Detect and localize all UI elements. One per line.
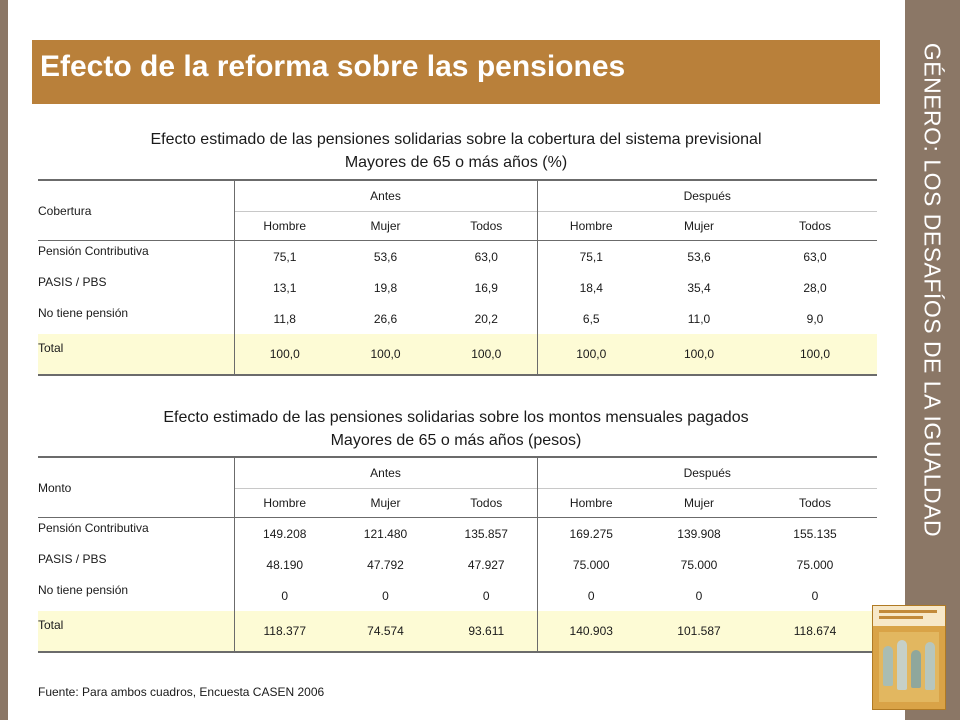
cell-value: 75,1 [536,240,645,272]
cell-value: 0 [811,588,819,603]
cell-value: 121.480 [363,526,408,541]
table1-group-despues: Después [536,179,877,212]
cell-value: 0 [695,588,703,603]
book-cover-image [872,605,946,710]
book-cover-title-strip [873,606,945,626]
source-note: Fuente: Para ambos cuadros, Encuesta CAS… [38,685,325,699]
cell-value: 28,0 [803,280,827,295]
row-label: PASIS / PBS [38,275,107,289]
cell-value: 169.275 [536,517,645,549]
cell-value: 74.574 [335,611,436,653]
table2-group-antes: Antes [233,456,537,489]
cell-value: 13,1 [233,272,335,303]
cell-value: 118.674 [753,611,877,653]
cell-value: 9,0 [806,311,824,326]
cell-value: 0 [536,580,645,611]
cell-value: 47.927 [467,557,505,572]
table2-sub-header: Mujer [335,488,436,518]
table1-row-header: Cobertura [38,179,234,241]
table1-group-antes: Antes [233,179,537,212]
cell-value: 0 [382,588,389,603]
cell-value: 100,0 [233,334,335,376]
table1-sub-header: Todos [753,211,877,241]
right-side-panel [905,0,960,720]
table2-sub-header: Hombre [233,488,335,518]
table2-caption-line2: Mayores de 65 o más años (pesos) [330,432,582,449]
cell-value: 18,4 [536,272,645,303]
cell-value: 135.857 [464,526,508,541]
table1-sub-header: Mujer [335,211,436,241]
cell-value: 140.903 [536,611,645,653]
cell-value: 75,1 [233,240,335,272]
cell-value: 48.190 [233,549,335,580]
cell-value: 100,0 [335,334,436,376]
title-bar: Efecto de la reforma sobre las pensiones [32,40,880,104]
cell-value: 149.208 [233,517,335,549]
row-label: Total [38,611,234,653]
cell-value: 75.000 [796,557,834,572]
table-row: PASIS / PBS 13,1 19,8 16,9 18,4 35,4 28,… [38,272,877,303]
total-row: Total 118.377 74.574 93.611 140.903 101.… [38,611,877,653]
cell-value: 47.792 [367,557,404,572]
table2-sub-header: Todos [436,488,537,518]
cell-value: 63,0 [474,249,498,264]
table1-sub-header: Hombre [233,211,335,241]
table2-row-header: Monto [38,456,234,518]
table2-caption: Efecto estimado de las pensiones solidar… [32,406,880,452]
table2-sub-header: Todos [753,488,877,518]
cell-value: 11,8 [233,303,335,334]
table-row: PASIS / PBS 48.190 47.792 47.927 75.000 … [38,549,877,580]
table1-caption: Efecto estimado de las pensiones solidar… [32,128,880,174]
book-cover-illustration [879,632,939,702]
cell-value: 118.377 [233,611,335,653]
row-label: Pensión Contributiva [38,244,149,258]
cell-value: 53,6 [373,249,398,264]
slide-title: Efecto de la reforma sobre las pensiones [40,50,626,83]
cell-value: 53,6 [687,249,711,264]
cell-value: 20,2 [474,311,498,326]
cell-value: 11,0 [687,311,711,326]
cell-value: 6,5 [536,303,645,334]
cell-value: 155.135 [793,526,837,541]
table2-caption-line1: Efecto estimado de las pensiones solidar… [163,409,749,426]
cell-value: 19,8 [373,280,398,295]
table-row: Pensión Contributiva 149.208 121.480 135… [38,517,877,549]
table1-caption-line2: Mayores de 65 o más años (%) [344,154,568,171]
row-label: No tiene pensión [38,583,129,597]
cell-value: 139.908 [677,526,721,541]
total-row: Total 100,0 100,0 100,0 100,0 100,0 100,… [38,334,877,376]
cell-value: 75.000 [536,549,645,580]
cell-value: 63,0 [803,249,827,264]
cell-value: 100,0 [645,334,753,376]
table1-sub-header: Mujer [645,211,753,241]
row-label: Pensión Contributiva [38,521,149,535]
table1-sub-header: Todos [436,211,537,241]
table2-sub-header: Hombre [536,488,645,518]
cell-value: 100,0 [436,334,537,376]
cell-value: 100,0 [536,334,645,376]
cell-value: 100,0 [753,334,877,376]
cell-value: 0 [233,580,335,611]
vertical-section-title: GÉNERO: LOS DESAFÍOS DE LA IGUALDAD [919,42,946,538]
left-border [0,0,8,720]
row-label: Total [38,334,234,376]
table-row: No tiene pensión 0 0 0 0 0 0 [38,580,877,611]
cell-value: 93.611 [436,611,537,653]
table2-group-despues: Después [536,456,877,489]
cell-value: 101.587 [645,611,753,653]
amounts-table: Monto Antes Después Hombre Mujer Todos H… [38,456,877,653]
table-row: Pensión Contributiva 75,1 53,6 63,0 75,1… [38,240,877,272]
cell-value: 75.000 [680,557,718,572]
cell-value: 35,4 [687,280,711,295]
table1-sub-header: Hombre [536,211,645,241]
table-row: No tiene pensión 11,8 26,6 20,2 6,5 11,0… [38,303,877,334]
cell-value: 16,9 [474,280,498,295]
coverage-table: Cobertura Antes Después Hombre Mujer Tod… [38,179,877,376]
cell-value: 26,6 [373,311,398,326]
cell-value: 0 [482,588,490,603]
table1-caption-line1: Efecto estimado de las pensiones solidar… [150,131,762,148]
table2-sub-header: Mujer [645,488,753,518]
row-label: PASIS / PBS [38,552,107,566]
row-label: No tiene pensión [38,306,129,320]
